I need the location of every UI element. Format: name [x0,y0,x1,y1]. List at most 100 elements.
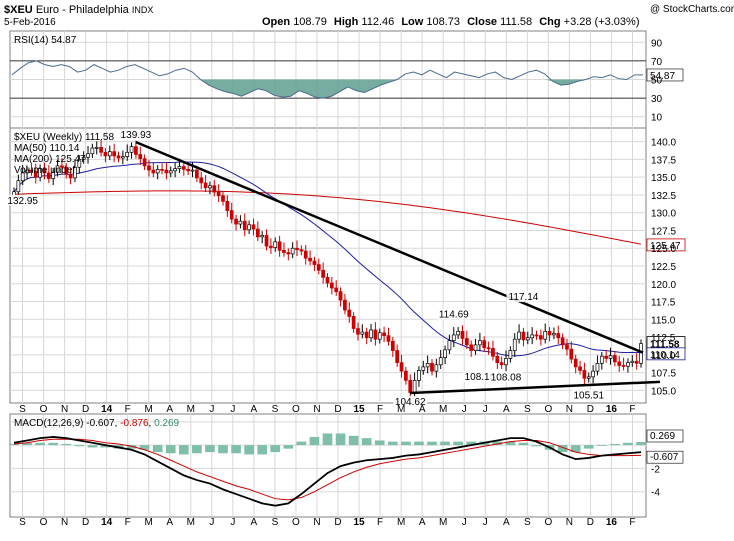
price-bar-body [530,334,534,339]
price-bar-body [46,172,51,179]
price-bar-body [238,220,243,225]
x-tick-label: N [313,404,320,415]
price-bar-body [356,328,360,335]
price-bar-body [264,235,269,247]
rsi-oversold-fill [12,79,643,99]
ma200-line [13,190,642,245]
macd-histogram-bar [87,445,98,448]
macd-histogram-bar [231,445,241,454]
annotation-bg [5,194,40,206]
price-annotation: 108.08 [491,372,522,383]
x-tick-label: S [272,517,279,528]
price-bar-body [473,344,478,351]
x-tick-label: A [419,404,426,415]
price-bar-body [242,220,247,231]
price-tick-label: 125.0 [651,244,676,255]
price-bar-body [347,309,352,317]
price-bar-body [421,366,426,371]
rsi-tick-label: 90 [651,38,663,49]
price-bar-body [504,358,508,366]
x-tick-label: 14 [101,517,113,528]
price-bar-body [582,370,587,379]
chart-date: 5-Feb-2016 [4,17,56,28]
price-tick-label: 122.5 [651,262,676,273]
price-bar-body [286,252,291,255]
price-bar-body [369,329,373,339]
price-bar-body [199,177,204,184]
price-bar-body [460,331,465,339]
price-bar-body [138,154,143,160]
macd-histogram-bar [623,442,633,446]
price-tick-label: 107.5 [651,369,676,380]
price-bar-body [573,358,578,368]
price-bar-body [330,282,334,289]
macd-line [13,436,642,507]
x-tick-label: 14 [101,404,113,415]
macd-histogram-bar [492,441,503,446]
macd-tick-label: -4 [651,488,660,499]
price-bar-body [142,158,147,167]
price-bar-body [586,376,591,379]
rsi-tick-label: 50 [651,76,663,87]
x-tick-label: M [439,404,447,415]
price-bar-body [99,146,103,153]
price-bar-body [456,331,460,336]
x-tick-label: N [313,517,320,528]
axis-labels: S S O O N N D D 14 14 F F M M A A M M J J J J A A S S O O N N D D 15 15 F F… [19,38,676,528]
price-bar-body [517,331,521,340]
price-bar-body [560,337,565,346]
ma50-value-box [646,347,686,361]
x-tick-label: S [524,517,531,528]
macd-histogram-bar [22,442,32,446]
x-tick-label: A [251,404,258,415]
x-tick-label: M [397,404,405,415]
macd-histogram-bar [270,445,281,453]
ma200-value-box [646,238,686,252]
price-bar-body [177,166,182,170]
macd-histogram-bar [387,441,398,446]
price-bar-body [312,260,317,265]
x-tick-label: A [503,404,510,415]
price-bar-body [134,146,138,155]
price-bar-body [316,264,321,271]
price-bar-body [229,210,234,220]
price-annotation: 132.95 [7,196,38,207]
price-bar-body [634,360,639,364]
macd-histogram-bar [244,445,254,455]
x-tick-label: S [19,517,26,528]
rsi-last-value-box [646,68,684,82]
price-bar-body [451,334,456,341]
price-bar-body [464,338,469,346]
price-bar-body [234,218,238,225]
macd-histogram-bar [518,442,529,446]
price-bar-body [604,355,609,359]
x-tick-label: J [209,404,214,415]
x-tick-label: S [19,404,26,415]
x-tick-label: S [272,404,279,415]
price-bar-body [613,355,617,363]
price-bar-body [364,331,369,339]
rsi-legend: RSI(14) 54.87 [14,35,77,46]
price-bar-body [20,172,25,182]
price-bar-body [390,340,395,351]
macd-histogram-bar [126,445,137,449]
x-tick-label: F [377,404,383,415]
price-bar-body [386,335,391,342]
price-bar-body [147,165,151,171]
price-bar-body [539,335,543,340]
macd-histogram-bar [335,433,346,446]
price-bar-body [103,151,108,157]
price-bar-body [482,340,487,349]
support-trendline [410,380,661,395]
macd-histogram-bar [61,443,72,446]
price-bar-body [81,156,86,160]
ma50-legend: MA(50) 110.14 [14,143,80,154]
macd-histogram-bar [453,441,463,446]
x-tick-label: O [292,517,300,528]
price-bar-body [495,355,500,363]
price-bar-body [552,333,556,336]
price-tick-label: 140.0 [651,138,676,149]
macd-legend: MACD(12,26,9) -0.607, -0.876, 0.269 [14,418,180,429]
rsi-tick-label: 30 [651,94,663,105]
price-bar-body [77,159,82,168]
